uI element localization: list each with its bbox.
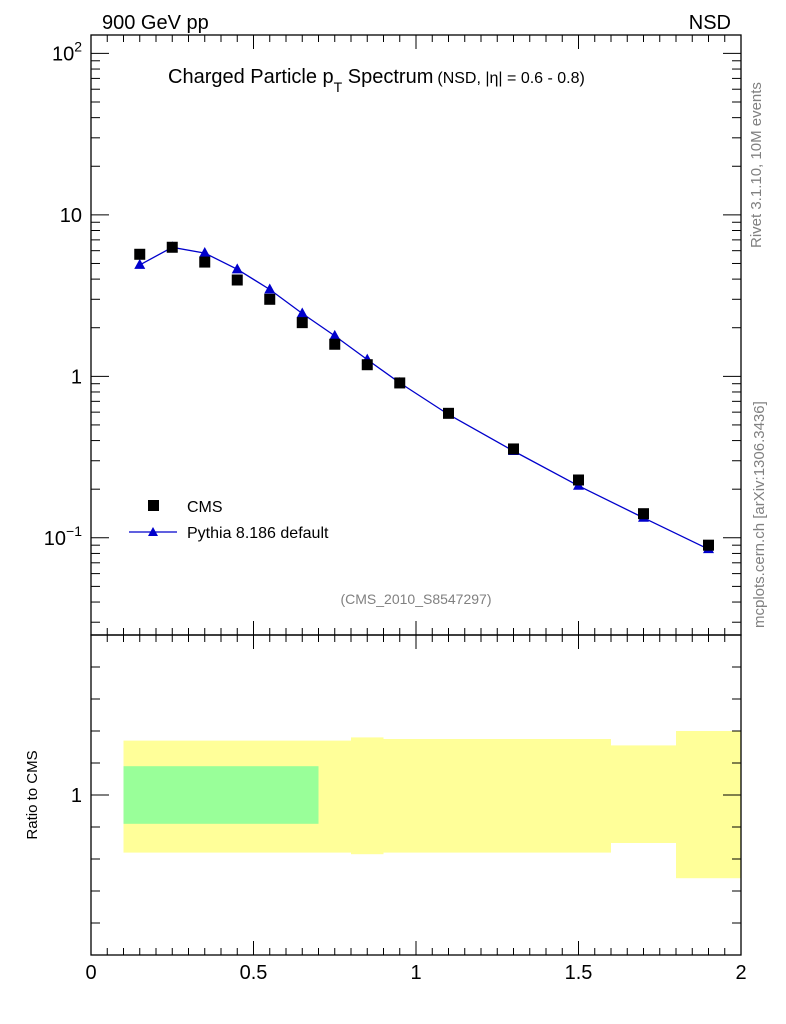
cms-point-3 [231,274,243,286]
ratio-band-0-bin-3 [481,739,611,853]
cms-point-11 [573,474,584,486]
pythia-point-5 [296,307,308,318]
pythia-line [139,246,709,550]
ratio-plot-bands [123,731,741,879]
header-left: 900 GeV pp [102,12,209,34]
pythia-point-6 [329,329,341,340]
title-small-text: (NSD, |η| = 0.6 - 0.8) [437,70,584,87]
main-plot-data [134,241,714,554]
ytick-base: 10 [44,528,66,550]
main-title: Charged Particle pT Spectrum (NSD, |η| = … [168,66,585,95]
ytick-base: 10 [52,43,74,65]
cms-point-2 [199,256,211,268]
ytick-exponent: 2 [74,38,82,54]
ratio-ylabel: Ratio to CMS [24,750,41,839]
ratio-band-1-bin-0 [123,766,319,824]
main-ytick-label-3: 10−1 [44,523,82,550]
cms-point-9 [443,407,454,419]
xtick-label-1: 0.5 [240,962,268,984]
cms-point-7 [361,359,373,371]
legend: CMS Pythia 8.186 default [129,499,329,542]
legend-cms-marker [148,500,159,511]
ratio-band-0-bin-4 [611,745,676,843]
mcplots-label: mcplots.cern.ch [arXiv:1306.3436] [751,401,768,628]
xtick-label-0: 0 [85,962,96,984]
cms-point-6 [329,338,341,350]
cms-point-1 [166,241,178,253]
cms-point-12 [638,508,649,520]
legend-pythia-marker [148,527,158,536]
cms-point-0 [134,248,146,260]
header-right: NSD [689,12,731,34]
ratio-band-0-bin-1 [351,737,384,855]
xtick-label-2: 1 [410,962,421,984]
cms-point-8 [394,377,406,389]
main-ytick-label-1: 10 [60,205,82,227]
xtick-label-4: 2 [735,962,746,984]
title-rest-text: Spectrum [342,66,433,88]
main-ytick-label-2: 1 [71,366,82,388]
cms-point-10 [508,443,519,455]
ratio-plot-axes: 1 0 0.5 1 1.5 2 [71,634,747,984]
ytick-exponent: −1 [66,523,82,539]
title-subscript: T [334,79,343,95]
cms-point-5 [296,317,308,329]
legend-cms-label: CMS [187,499,223,516]
legend-pythia-label: Pythia 8.186 default [187,525,329,542]
pythia-point-2 [199,247,211,258]
main-ytick-label-0: 102 [52,38,82,65]
cms-point-13 [703,539,714,551]
pythia-point-0 [134,258,146,269]
pythia-point-4 [264,283,276,294]
title-main-text: Charged Particle p [168,66,334,88]
rivet-label: Rivet 3.1.10, 10M events [748,82,765,248]
pythia-point-3 [231,263,243,274]
ratio-band-0-bin-2 [383,739,481,853]
ratio-band-0-bin-5 [676,731,741,879]
xtick-label-3: 1.5 [565,962,593,984]
cms-point-4 [264,293,276,305]
ratio-ytick-label-0: 1 [71,785,82,807]
main-frame [90,34,742,636]
analysis-tag: (CMS_2010_S8547297) [341,591,492,607]
